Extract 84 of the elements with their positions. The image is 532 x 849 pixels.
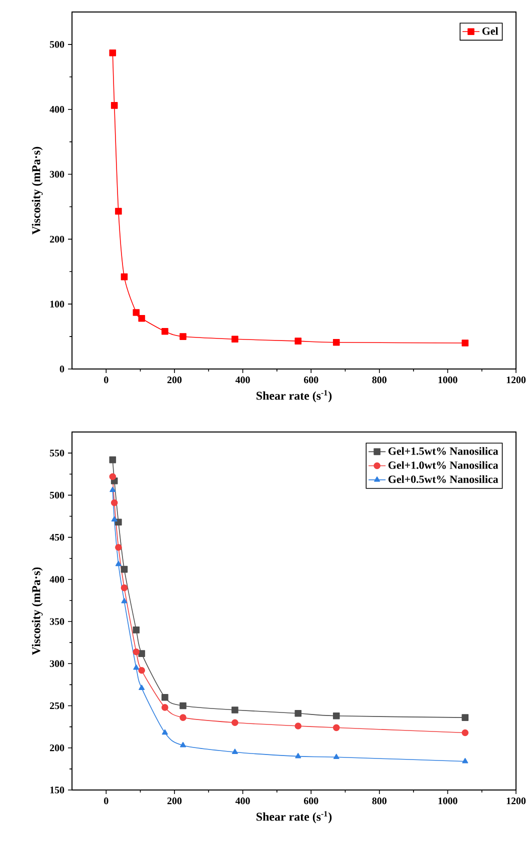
- point: [111, 516, 118, 522]
- y-tick-label: 400: [50, 576, 64, 583]
- y-axis-title: Viscosity (mPa·s): [32, 146, 43, 234]
- point: [115, 518, 122, 526]
- point: [115, 560, 122, 566]
- point: [162, 729, 168, 735]
- point: [180, 742, 186, 748]
- y-tick-label: 0: [60, 366, 64, 372]
- y-tick-label: 200: [50, 744, 64, 752]
- x-tick-label: 0: [104, 798, 108, 804]
- point: [120, 584, 128, 592]
- x-tick-label: 1000: [438, 798, 458, 804]
- point: [294, 338, 302, 344]
- legend-label: Gel+0.5wt% Nanosilica: [388, 475, 498, 484]
- y-tick-label: 400: [50, 106, 64, 113]
- point: [109, 473, 116, 480]
- x-tick-label: 200: [167, 798, 182, 804]
- point: [333, 754, 340, 760]
- point: [332, 712, 340, 720]
- point: [180, 702, 186, 710]
- y-tick-label: 350: [50, 618, 64, 625]
- x-axis-title: Shear rate (s$^{-1}$): [256, 811, 332, 824]
- y-tick-label: 550: [50, 450, 64, 456]
- point: [132, 309, 140, 316]
- point: [232, 748, 238, 754]
- point: [110, 499, 118, 506]
- point: [462, 758, 468, 764]
- y-tick-label: 250: [50, 702, 64, 710]
- x-tick-label: 400: [235, 376, 250, 384]
- point: [120, 566, 128, 573]
- point: [294, 710, 302, 717]
- point: [110, 102, 118, 109]
- legend-label: Gel+1.0wt% Nanosilica: [388, 461, 498, 469]
- x-tick-label: 400: [235, 798, 250, 804]
- point: [162, 704, 168, 711]
- point: [332, 338, 340, 346]
- y-tick-label: 450: [50, 534, 64, 541]
- point: [138, 650, 146, 657]
- point: [462, 729, 469, 736]
- y-tick-label: 150: [50, 786, 64, 794]
- point: [295, 752, 302, 758]
- point: [232, 706, 238, 714]
- point: [115, 208, 122, 215]
- x-axis-title: Shear rate (s$^{-1}$): [256, 390, 332, 402]
- point: [332, 724, 340, 732]
- point: [232, 336, 238, 343]
- y-tick-label: 500: [50, 41, 64, 48]
- point: [232, 719, 238, 726]
- x-tick-label: 1200: [506, 376, 526, 384]
- point: [109, 49, 116, 56]
- point: [162, 694, 168, 701]
- y-tick-label: 300: [50, 170, 64, 178]
- x-tick-label: 800: [372, 798, 386, 804]
- point: [162, 328, 168, 335]
- x-tick-label: 200: [167, 376, 182, 384]
- x-tick-label: 600: [304, 798, 318, 804]
- point: [462, 714, 469, 721]
- point: [110, 486, 116, 492]
- point: [132, 648, 140, 656]
- point: [132, 626, 140, 634]
- point: [294, 722, 302, 730]
- point: [180, 714, 186, 721]
- point: [138, 684, 145, 690]
- point: [138, 666, 146, 674]
- x-tick-label: 800: [372, 376, 386, 384]
- y-axis-title: Viscosity (mPa·s): [32, 567, 43, 655]
- legend-label: Gel+1.5wt% Nanosilica: [388, 447, 498, 455]
- x-tick-label: 600: [304, 376, 318, 384]
- point: [138, 314, 146, 322]
- point: [121, 598, 128, 604]
- y-tick-label: 500: [50, 492, 64, 499]
- point: [133, 664, 140, 670]
- legend-label: Gel: [482, 27, 498, 35]
- x-tick-label: 0: [104, 376, 108, 384]
- y-tick-label: 300: [50, 660, 64, 668]
- point: [180, 333, 186, 340]
- point: [120, 273, 128, 280]
- y-tick-label: 200: [50, 236, 64, 243]
- x-tick-label: 1000: [438, 376, 458, 384]
- point: [462, 340, 469, 346]
- y-tick-label: 100: [50, 300, 64, 308]
- x-tick-label: 1200: [506, 798, 526, 804]
- point: [109, 456, 116, 464]
- point: [115, 544, 122, 551]
